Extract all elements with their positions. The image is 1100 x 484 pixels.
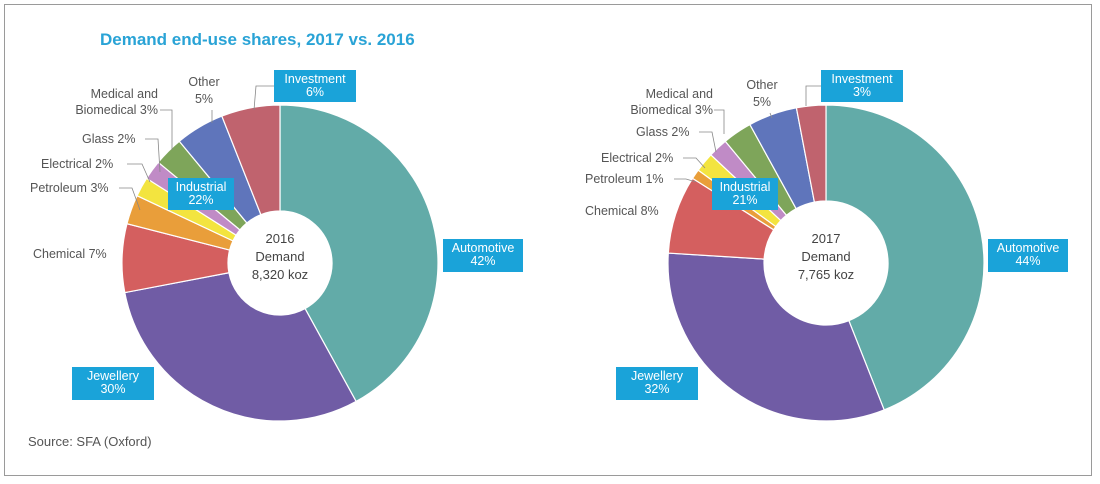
petroleum-leader	[674, 178, 697, 183]
investment-leader	[253, 85, 274, 111]
investment-label-value: 3%	[853, 85, 871, 99]
automotive-label-name: Automotive	[452, 241, 515, 255]
jewellery-label-name: Jewellery	[87, 369, 140, 383]
chemical-label: Chemical 8%	[585, 204, 659, 218]
center-total: 7,765 koz	[798, 267, 854, 282]
chemical-label: Chemical 7%	[33, 247, 107, 261]
slice-investment	[221, 104, 281, 216]
other-label-line2: 5%	[195, 92, 213, 106]
automotive-label-box	[988, 239, 1068, 272]
center-label: Demand	[801, 249, 850, 264]
jewellery-label-value: 30%	[100, 382, 125, 396]
slice-automotive	[279, 104, 439, 403]
slice-investment	[795, 104, 827, 203]
automotive-label-box	[443, 239, 523, 272]
industrial-label-box	[168, 178, 234, 210]
investment-label-value: 6%	[306, 85, 324, 99]
investment-label-name: Investment	[831, 72, 893, 86]
medical-label-line2: Biomedical 3%	[630, 103, 713, 117]
glass-label: Glass 2%	[636, 125, 690, 139]
other-label-line1: Other	[188, 75, 219, 89]
petroleum-label: Petroleum 1%	[585, 172, 664, 186]
glass-leader	[145, 138, 161, 173]
automotive-label-value: 42%	[470, 254, 495, 268]
jewellery-label-box	[616, 367, 698, 400]
industrial-label-name: Industrial	[176, 180, 227, 194]
industrial-label-value: 22%	[188, 193, 213, 207]
center-year: 2017	[812, 231, 841, 246]
other-leader	[769, 112, 773, 119]
jewellery-label-name: Jewellery	[631, 369, 684, 383]
other-label-line2: 5%	[753, 95, 771, 109]
industrial-label-value: 21%	[732, 193, 757, 207]
slice-jewellery	[667, 252, 885, 422]
medical-leader	[160, 109, 173, 150]
jewellery-label-box	[72, 367, 154, 400]
center-total: 8,320 koz	[252, 267, 308, 282]
industrial-label-name: Industrial	[720, 180, 771, 194]
investment-label-name: Investment	[284, 72, 346, 86]
electrical-label: Electrical 2%	[601, 151, 673, 165]
petroleum-label: Petroleum 3%	[30, 181, 109, 195]
glass-label: Glass 2%	[82, 132, 136, 146]
jewellery-label-value: 32%	[644, 382, 669, 396]
slice-automotive	[825, 104, 985, 411]
electrical-leader	[127, 163, 151, 183]
source-note: Source: SFA (Oxford)	[28, 434, 152, 449]
medical-label-line1: Medical and	[91, 87, 158, 101]
other-label-line1: Other	[746, 78, 777, 92]
glass-leader	[699, 131, 717, 153]
industrial-label-box	[712, 178, 778, 210]
medical-label-line2: Biomedical 3%	[75, 103, 158, 117]
chart-title: Demand end-use shares, 2017 vs. 2016	[100, 30, 415, 49]
petroleum-leader	[119, 187, 141, 211]
medical-label-line1: Medical and	[646, 87, 713, 101]
center-label: Demand	[255, 249, 304, 264]
investment-label-box	[821, 70, 903, 102]
investment-label-box	[274, 70, 356, 102]
center-year: 2016	[266, 231, 295, 246]
chart-frame	[4, 4, 1092, 476]
medical-leader	[714, 109, 725, 134]
electrical-leader	[683, 157, 706, 169]
electrical-label: Electrical 2%	[41, 157, 113, 171]
automotive-label-name: Automotive	[997, 241, 1060, 255]
automotive-label-value: 44%	[1015, 254, 1040, 268]
slice-jewellery	[124, 272, 357, 422]
investment-leader	[805, 85, 821, 106]
